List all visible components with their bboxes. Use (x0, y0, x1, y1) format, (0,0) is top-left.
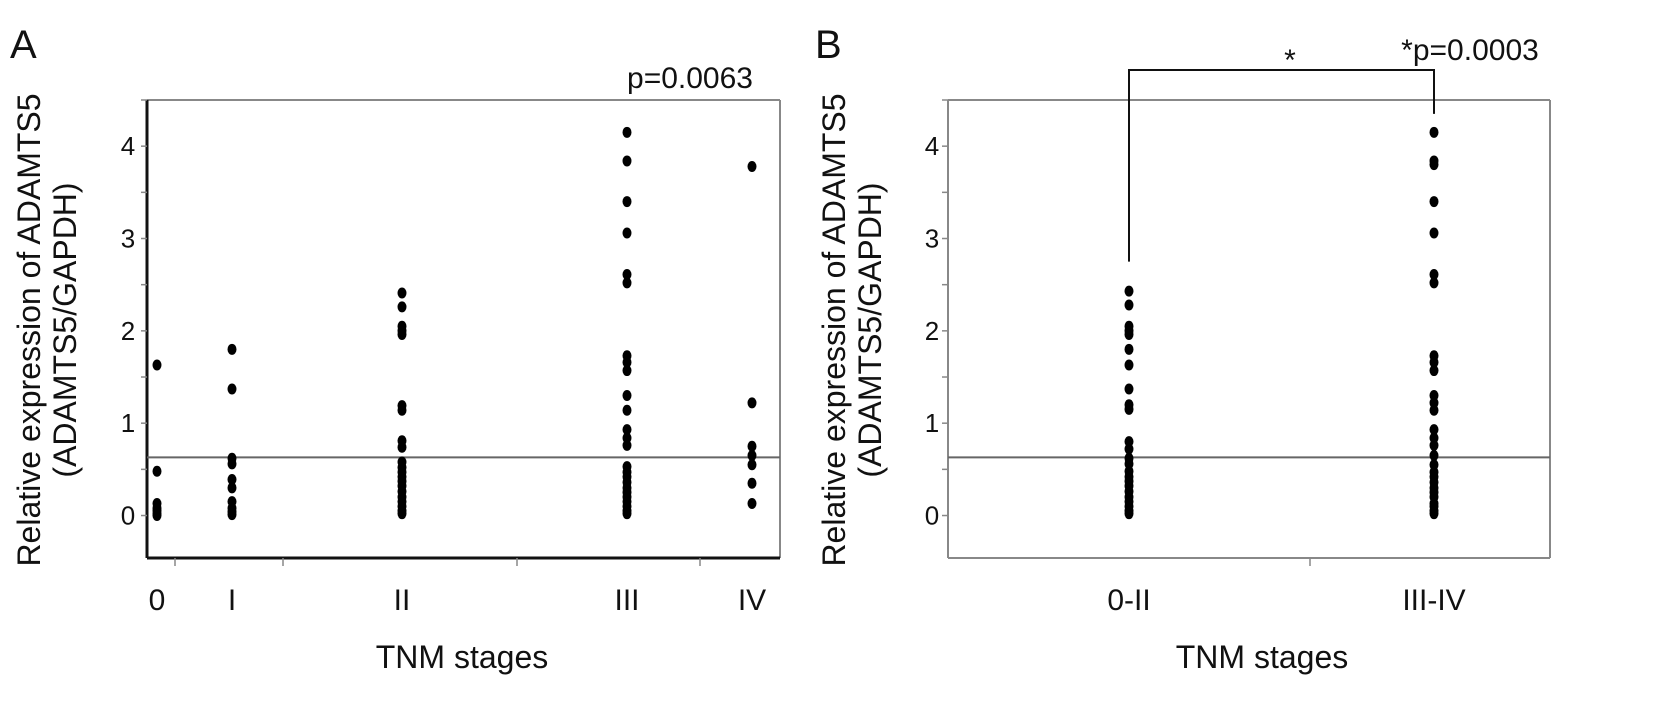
data-point-III (622, 389, 632, 401)
data-point-I (227, 383, 237, 395)
data-point-IV (747, 397, 757, 409)
data-point-III-IV (1429, 196, 1439, 208)
data-point-III (622, 269, 632, 281)
data-point-III-IV (1429, 126, 1439, 138)
y-tick-label: 4 (121, 131, 135, 161)
x-axis-title-a: TNM stages (376, 639, 548, 675)
y-tick-label: 2 (925, 316, 939, 346)
data-point-0 (152, 510, 162, 522)
data-point-0 (152, 359, 162, 371)
data-point-III-IV (1429, 365, 1439, 377)
data-point-III (622, 227, 632, 239)
y-tick-label: 0 (121, 501, 135, 531)
data-point-I (227, 474, 237, 486)
data-point-II (397, 441, 407, 453)
data-point-I (227, 482, 237, 494)
data-point-III (622, 424, 632, 436)
y-axis-title-b-line2: (ADAMTS5/GAPDH) (852, 182, 888, 477)
y-axis-title-a-line1: Relative expression of ADAMTS5 (11, 93, 47, 566)
data-point-IV (747, 459, 757, 471)
data-point-III (622, 356, 632, 368)
data-point-III-IV (1429, 424, 1439, 436)
data-point-0-II (1124, 403, 1134, 415)
data-point-IV (747, 160, 757, 172)
data-point-I (227, 509, 237, 521)
x-tick-label: III-IV (1402, 584, 1465, 617)
data-point-IV (747, 477, 757, 489)
data-point-III-IV (1429, 277, 1439, 289)
y-tick-label: 1 (925, 408, 939, 438)
data-point-I (227, 343, 237, 355)
data-point-0-II (1124, 343, 1134, 355)
y-tick-label: 3 (121, 224, 135, 254)
data-point-III (622, 155, 632, 167)
data-point-IV (747, 440, 757, 452)
y-tick-label: 0 (925, 501, 939, 531)
data-point-II (397, 404, 407, 416)
data-point-IV (747, 498, 757, 510)
data-point-III (622, 196, 632, 208)
p-value-a: p=0.0063 (627, 62, 753, 95)
y-axis-title-b-line1: Relative expression of ADAMTS5 (816, 93, 852, 566)
y-tick-label: 4 (925, 131, 939, 161)
x-tick-label: II (394, 584, 411, 617)
data-point-0-II (1124, 299, 1134, 311)
data-point-0-II (1124, 383, 1134, 395)
panel-b: B Relative expression of ADAMTS5 (ADAMTS… (815, 23, 1551, 675)
panel-label-b: B (815, 23, 842, 67)
significance-bracket (1128, 69, 1435, 262)
data-point-III-IV (1429, 269, 1439, 281)
data-point-III-IV (1429, 227, 1439, 239)
panel-label-a: A (10, 23, 37, 67)
data-point-0-II (1124, 359, 1134, 371)
data-point-III-IV (1429, 508, 1439, 520)
data-point-IV (747, 450, 757, 462)
data-point-III-IV (1429, 404, 1439, 416)
data-point-III-IV (1429, 159, 1439, 171)
x-tick-label: I (228, 584, 236, 617)
x-axis-title-b: TNM stages (1176, 639, 1348, 675)
data-point-III (622, 404, 632, 416)
data-point-0-II (1124, 443, 1134, 455)
x-tick-label: 0 (149, 584, 166, 617)
data-point-III (622, 508, 632, 520)
x-tick-label: IV (738, 584, 766, 617)
x-tick-label: 0-II (1107, 584, 1150, 617)
data-point-II (397, 287, 407, 299)
data-point-II (397, 301, 407, 313)
data-point-0-II (1124, 508, 1134, 520)
p-value-b: *p=0.0003 (1401, 34, 1539, 67)
data-point-III (622, 126, 632, 138)
y-tick-label: 1 (121, 408, 135, 438)
data-point-II (397, 329, 407, 341)
data-point-III-IV (1429, 450, 1439, 462)
data-point-III (622, 277, 632, 289)
data-point-0-II (1124, 285, 1134, 297)
data-point-I (227, 458, 237, 470)
y-axis-title-a-line2: (ADAMTS5/GAPDH) (47, 182, 83, 477)
x-tick-label: III (614, 584, 639, 617)
panel-a: A Relative expression of ADAMTS5 (ADAMTS… (10, 23, 781, 675)
data-point-III-IV (1429, 439, 1439, 451)
data-point-III (622, 439, 632, 451)
data-point-0 (152, 465, 162, 477)
data-point-III-IV (1429, 356, 1439, 368)
data-point-II (397, 508, 407, 520)
data-point-0-II (1124, 329, 1134, 341)
significance-star: * (1284, 44, 1296, 77)
y-tick-label: 2 (121, 316, 135, 346)
data-point-III (622, 365, 632, 377)
y-tick-label: 3 (925, 224, 939, 254)
